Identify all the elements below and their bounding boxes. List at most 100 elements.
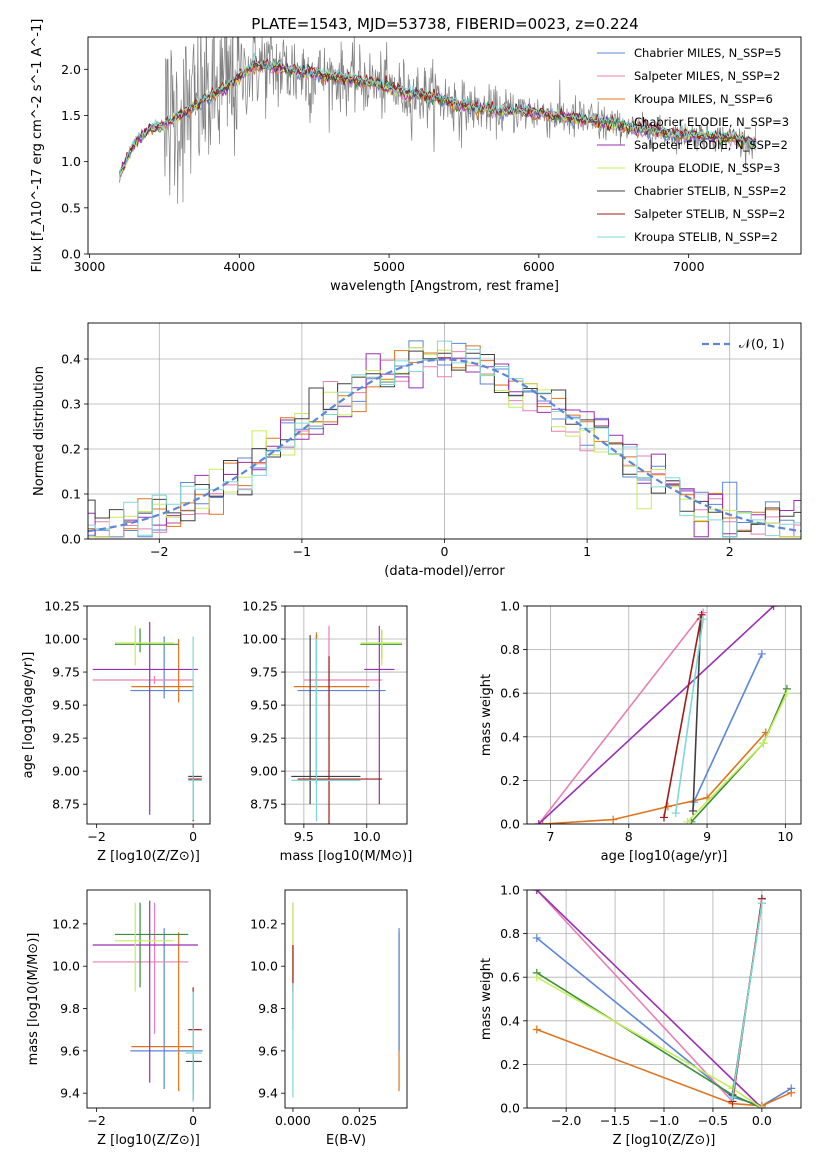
weight-series-c5 [532, 890, 766, 1108]
error-bar-c8 [188, 776, 202, 822]
y-tick-label: 0.2 [500, 773, 520, 788]
weight-line [686, 692, 788, 823]
axes-age-vs-Z: −2 0 8.75 9.00 9.25 9.50 9.75 10.00 10.25 Z [log1… [21, 599, 200, 865]
weight-marker [683, 817, 692, 824]
x-axis-label: Z [log10(Z/Z⊙)] [97, 1133, 200, 1148]
y-tick-label: 0.6 [500, 686, 520, 701]
weight-marker [660, 813, 668, 822]
y-tick-label: 0.5 [61, 200, 81, 215]
weight-marker [534, 820, 543, 824]
y-tick-label: 0.0 [61, 247, 81, 262]
weight-marker [532, 933, 541, 942]
error-bar-c5 [92, 900, 198, 1083]
y-tick-label: 10.00 [44, 632, 80, 647]
plot-frame [284, 605, 408, 825]
y-tick-label: 9.8 [258, 1001, 278, 1016]
x-tick-label: −1.0 [649, 1113, 679, 1128]
y-tick-label: 0.4 [61, 352, 81, 367]
figure-title: PLATE=1543, MJD=53738, FIBERID=0023, z=0… [251, 15, 638, 33]
axes-mass-vs-Z: −2 0 9.4 9.6 9.8 10.0 10.2 Z [log10(Z/Z⊙)] mass … [26, 916, 200, 1148]
y-tick-label: 0.1 [61, 487, 81, 502]
y-tick-label: 9.8 [60, 1001, 80, 1016]
x-axis-label: wavelength [Angstrom, rest frame] [330, 279, 559, 294]
weight-marker [759, 739, 768, 748]
x-tick-label: 3000 [74, 259, 106, 274]
histogram-c7 [88, 350, 801, 538]
legend-entry: Chabrier STELIB, N_SSP=2 [634, 184, 786, 198]
error-bar-c7 [185, 1055, 202, 1094]
axes-mass-vs-ebv: 0.000 0.025 9.4 9.6 9.8 10.0 10.2 E(B-V) [250, 916, 377, 1148]
error-bar-c6 [360, 629, 402, 666]
weight-marker [757, 899, 766, 908]
weight-marker [787, 1088, 796, 1097]
weight-marker [699, 615, 708, 624]
plot-frame [87, 322, 802, 540]
x-tick-label: 0 [441, 544, 449, 559]
error-bar-c4 [114, 628, 179, 653]
x-tick-label: 9 [703, 829, 711, 844]
y-tick-label: 10.00 [242, 632, 278, 647]
x-tick-label: −1 [293, 544, 311, 559]
x-tick-label: −2 [150, 544, 168, 559]
y-tick-label: 10.0 [250, 959, 278, 974]
weight-marker [609, 815, 618, 824]
model-line-c5 [119, 59, 757, 175]
weight-marker [697, 610, 706, 619]
error-bar-c7 [291, 635, 361, 805]
x-tick-label: −2 [87, 1113, 105, 1128]
x-tick-label: 4000 [223, 259, 255, 274]
weight-series-c2 [534, 608, 708, 824]
error-bar-c1 [130, 928, 203, 1089]
y-tick-label: 0.4 [500, 1013, 520, 1028]
weight-marker [532, 973, 541, 982]
error-bar-c8 [297, 656, 382, 824]
y-tick-label: 0.4 [500, 729, 520, 744]
error-bar-c2 [92, 676, 194, 684]
x-axis-label: Z [log10(Z/Z⊙)] [97, 849, 200, 864]
error-bar-c1 [297, 635, 386, 785]
weight-marker [757, 649, 766, 658]
y-axis-label: age [log10(age/yr)] [21, 652, 36, 779]
x-tick-label: 7 [547, 829, 555, 844]
weight-marker [671, 809, 680, 818]
weight-line [731, 902, 763, 1098]
error-bar-c6 [114, 902, 174, 992]
x-tick-label: 0 [189, 1113, 197, 1128]
weight-series-c5 [534, 606, 778, 824]
x-tick-label: −0.5 [698, 1113, 728, 1128]
error-bar-c9 [291, 639, 361, 822]
weight-marker [532, 1025, 541, 1034]
weight-line [692, 653, 763, 803]
plot-frame [284, 889, 408, 1109]
y-tick-label: 9.75 [52, 665, 80, 680]
y-tick-label: 10.2 [52, 916, 80, 931]
weight-marker [769, 606, 778, 610]
error-bar-c5 [364, 625, 395, 805]
x-tick-label: 8 [625, 829, 633, 844]
y-tick-label: 9.6 [60, 1043, 80, 1058]
weight-marker [532, 890, 541, 894]
plot-frame [86, 605, 211, 825]
y-tick-label: 0.2 [500, 1057, 520, 1072]
error-bar-c8 [188, 987, 202, 1100]
y-tick-label: 9.00 [250, 764, 278, 779]
y-tick-label: 1.0 [61, 154, 81, 169]
error-bar-c9 [188, 636, 202, 821]
y-tick-label: 10.2 [250, 916, 278, 931]
y-tick-label: 0.0 [500, 817, 520, 832]
y-axis-label: mass weight [479, 674, 494, 756]
y-tick-label: 9.75 [250, 665, 278, 680]
y-axis-label: mass weight [479, 958, 494, 1040]
y-tick-label: 9.6 [258, 1043, 278, 1058]
gaussian-curve [88, 358, 801, 533]
y-tick-label: 10.25 [44, 599, 80, 614]
y-tick-label: 0.8 [500, 642, 520, 657]
y-tick-label: 0.3 [61, 397, 81, 412]
y-tick-label: 9.25 [250, 731, 278, 746]
axes-weight-vs-Z: −2.0 −1.5 −1.0 −0.5 0.0 0.0 0.2 0.4 0.6 0.8 1.0 Z [… [479, 883, 801, 1148]
x-tick-label: 0.025 [341, 1113, 377, 1128]
x-tick-label: 1 [583, 544, 591, 559]
legend-entry: Kroupa STELIB, N_SSP=2 [634, 230, 778, 244]
y-tick-label: 0.0 [61, 532, 81, 547]
error-bar-c2 [303, 625, 382, 706]
